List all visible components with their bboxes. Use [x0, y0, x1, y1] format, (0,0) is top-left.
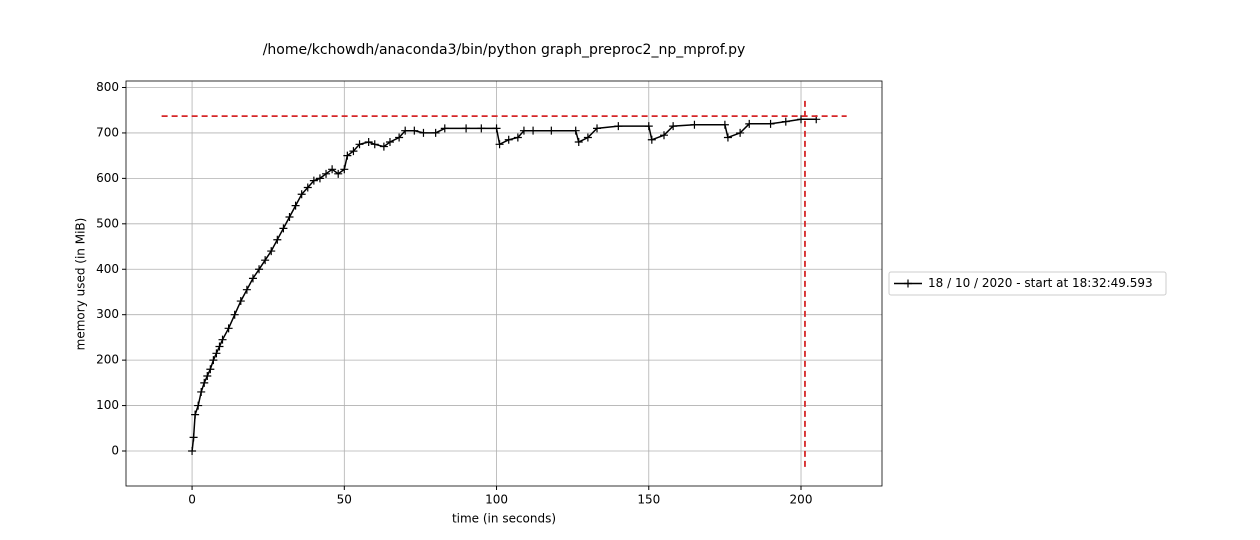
chart-title: /home/kchowdh/anaconda3/bin/python graph…	[263, 42, 746, 58]
point-marker	[797, 115, 806, 124]
x-tick-label: 200	[790, 493, 813, 507]
point-marker	[477, 124, 486, 133]
point-marker	[315, 174, 324, 183]
point-marker	[197, 387, 206, 396]
point-marker	[659, 131, 668, 140]
x-tick-label: 0	[188, 493, 196, 507]
point-marker	[583, 133, 592, 142]
point-marker	[647, 135, 656, 144]
y-tick-label: 200	[96, 353, 119, 367]
point-marker	[379, 142, 388, 151]
point-marker	[191, 410, 200, 419]
point-marker	[303, 183, 312, 192]
point-marker	[720, 120, 729, 129]
legend-marker	[904, 279, 912, 288]
point-marker	[218, 335, 227, 344]
point-marker	[267, 247, 276, 256]
point-marker	[242, 285, 251, 294]
point-marker	[279, 224, 288, 233]
point-marker	[736, 128, 745, 137]
y-tick-label: 400	[96, 262, 119, 276]
point-marker	[492, 124, 501, 133]
point-marker	[401, 126, 410, 135]
point-marker	[690, 120, 699, 129]
point-marker	[571, 126, 580, 135]
point-marker	[273, 235, 282, 244]
point-marker	[593, 124, 602, 133]
point-marker	[766, 119, 775, 128]
point-marker	[215, 342, 224, 351]
point-marker	[285, 213, 294, 221]
y-tick-label: 300	[96, 307, 119, 321]
point-marker	[669, 122, 678, 131]
axes-frame	[125, 80, 883, 487]
point-marker	[248, 274, 257, 283]
point-marker	[203, 372, 212, 381]
point-marker	[343, 151, 352, 160]
legend-box	[888, 271, 1167, 296]
point-marker	[236, 297, 245, 306]
point-marker	[200, 378, 209, 387]
point-marker	[431, 128, 440, 137]
point-marker	[723, 133, 732, 142]
point-marker	[519, 126, 528, 135]
y-tick-label: 0	[111, 444, 119, 458]
x-axis-label: time (in seconds)	[452, 512, 556, 526]
point-marker	[328, 165, 337, 174]
point-marker	[334, 169, 343, 178]
point-marker	[309, 176, 318, 185]
point-marker	[322, 169, 331, 178]
point-marker	[297, 190, 306, 199]
point-marker	[547, 126, 556, 135]
point-marker	[370, 140, 379, 149]
point-marker	[194, 401, 203, 410]
x-tick-label: 150	[637, 493, 660, 507]
legend-label: 18 / 10 / 2020 - start at 18:32:49.593	[928, 276, 1153, 290]
point-marker	[419, 128, 428, 137]
point-marker	[230, 310, 239, 319]
y-tick-label: 500	[96, 216, 119, 230]
point-marker	[462, 124, 471, 133]
point-marker	[385, 138, 394, 147]
point-marker	[189, 433, 198, 442]
y-axis-label: memory used (in MiB)	[74, 218, 88, 351]
point-marker	[614, 122, 623, 131]
point-marker	[212, 349, 221, 358]
point-marker	[224, 324, 233, 333]
point-marker	[261, 256, 270, 265]
y-tick-label: 700	[96, 125, 119, 139]
point-marker	[513, 133, 522, 142]
point-marker	[644, 122, 653, 131]
y-tick-label: 100	[96, 398, 119, 412]
point-marker	[574, 138, 583, 147]
point-marker	[291, 201, 300, 210]
point-marker	[355, 140, 364, 149]
point-marker	[495, 140, 504, 149]
point-marker	[395, 133, 404, 142]
point-marker	[349, 147, 358, 156]
point-marker	[255, 265, 264, 274]
x-tick-label: 50	[337, 493, 352, 507]
point-marker	[209, 356, 218, 365]
point-marker	[410, 126, 419, 135]
point-marker	[340, 165, 349, 174]
point-marker	[440, 124, 449, 133]
point-marker	[364, 138, 373, 147]
y-tick-label: 800	[96, 80, 119, 94]
point-marker	[504, 135, 513, 144]
point-marker	[188, 447, 197, 456]
point-marker	[529, 126, 538, 135]
point-marker	[781, 117, 790, 126]
x-tick-label: 100	[485, 493, 508, 507]
y-tick-label: 600	[96, 171, 119, 185]
point-marker	[745, 119, 754, 128]
point-marker	[206, 365, 215, 374]
